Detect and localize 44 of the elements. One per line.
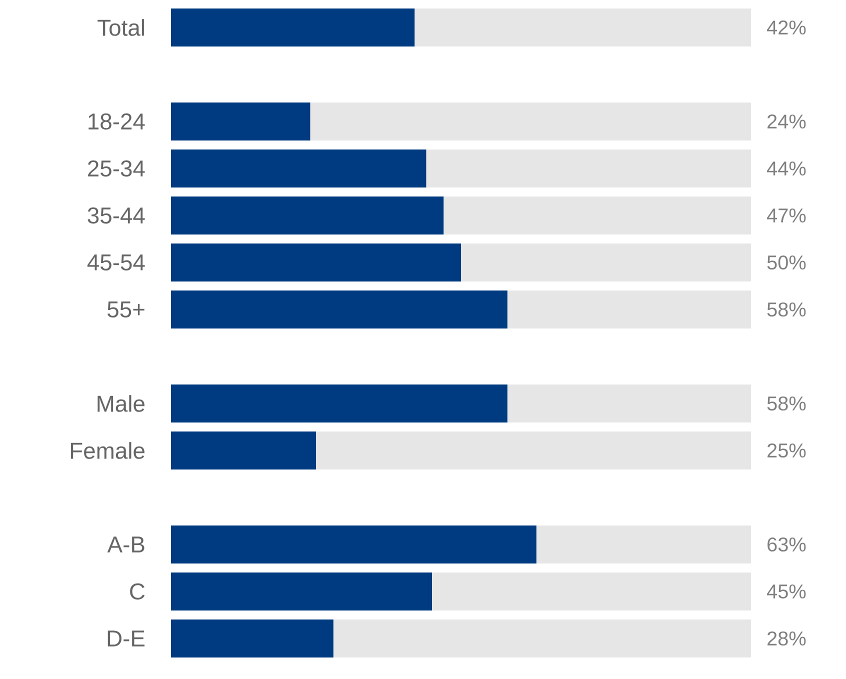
bar [171, 432, 316, 470]
bar [171, 526, 536, 564]
data-label: 24% [768, 114, 806, 129]
y-tick-label: Female [70, 442, 144, 459]
bar [171, 150, 426, 188]
bar [171, 290, 508, 329]
y-tick-label: Male [98, 395, 144, 412]
bar [171, 572, 432, 611]
y-tick-label: 25-34 [88, 160, 145, 177]
bar [507, 384, 752, 423]
y-tick-label: 45-54 [87, 254, 145, 270]
bar [432, 572, 752, 611]
data-label: 42% [766, 20, 806, 35]
bar [171, 196, 444, 235]
bar [333, 620, 752, 658]
bar [171, 620, 334, 658]
y-tick-label: C [130, 583, 145, 600]
y-tick-label: 18-24 [88, 113, 145, 130]
data-label: 45% [766, 584, 806, 599]
data-label: 58% [767, 302, 806, 317]
bar [536, 526, 752, 564]
bar [444, 196, 752, 235]
data-label: 58% [767, 396, 806, 411]
data-label: 47% [766, 208, 806, 222]
data-label: 44% [766, 162, 806, 176]
bar [426, 150, 752, 188]
bar [316, 432, 752, 470]
bar [461, 244, 752, 282]
y-tick-label: D-E [108, 630, 144, 646]
y-tick-label: 55+ [108, 302, 144, 318]
data-label: 63% [768, 537, 806, 552]
bar [310, 102, 752, 140]
bar [171, 102, 310, 140]
bar [171, 384, 508, 423]
bar [414, 8, 752, 46]
bar [171, 244, 462, 282]
data-label: 28% [768, 631, 806, 646]
data-label: 25% [768, 443, 806, 458]
y-tick-label: 35-44 [88, 207, 145, 224]
y-tick-label: Total [98, 19, 144, 36]
bar [171, 8, 415, 46]
data-label: 50% [767, 255, 806, 270]
bar [507, 290, 752, 329]
y-tick-label: A-B [107, 536, 144, 552]
